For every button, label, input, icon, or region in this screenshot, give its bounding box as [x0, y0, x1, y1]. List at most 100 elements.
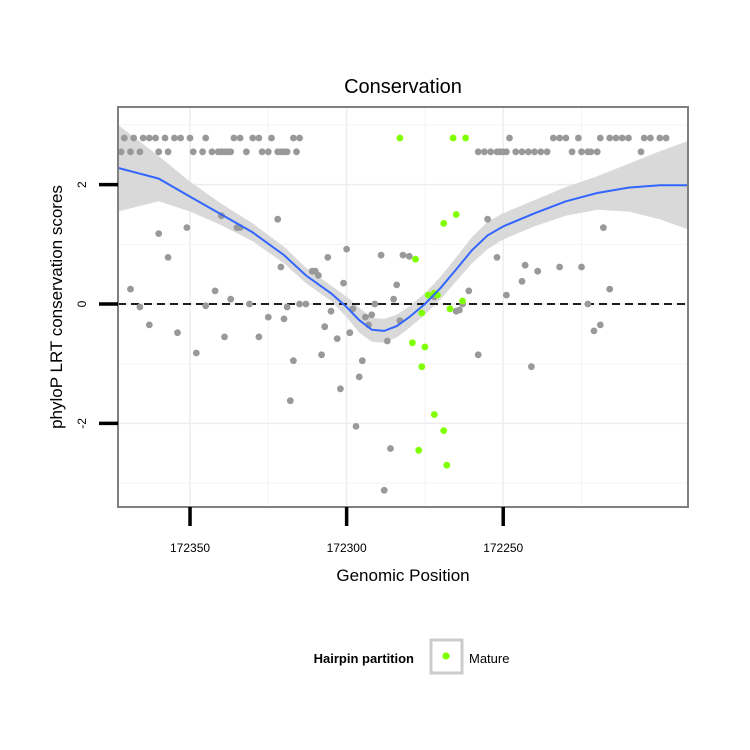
- data-point-mature: [462, 134, 469, 142]
- data-point-other: [117, 148, 125, 156]
- data-point-other: [324, 254, 332, 261]
- data-point-other: [139, 134, 147, 142]
- data-point-other: [208, 148, 216, 156]
- data-point-other: [302, 300, 310, 308]
- data-point-other: [371, 300, 379, 308]
- data-point-other: [155, 148, 163, 156]
- points-other: [117, 134, 670, 494]
- data-point-other: [327, 307, 335, 315]
- data-point-other: [503, 291, 510, 299]
- data-point-other: [640, 134, 648, 142]
- data-point-other: [255, 333, 263, 341]
- data-point-other: [358, 357, 366, 365]
- legend: Hairpin partition Mature: [314, 638, 509, 675]
- legend-label-mature: Mature: [469, 651, 509, 666]
- x-tick-label: 172300: [327, 541, 367, 555]
- data-point-other: [512, 148, 520, 156]
- data-point-mature: [415, 446, 423, 454]
- data-point-other: [405, 252, 413, 260]
- data-point-other: [474, 148, 482, 156]
- data-point-other: [578, 263, 585, 271]
- data-point-other: [383, 337, 391, 345]
- data-point-other: [264, 148, 272, 156]
- data-point-other: [596, 134, 604, 142]
- data-point-other: [280, 315, 288, 323]
- data-point-other: [618, 134, 626, 142]
- data-point-other: [246, 300, 253, 308]
- data-point-other: [647, 134, 654, 142]
- data-point-other: [340, 279, 347, 287]
- data-point-other: [600, 224, 607, 232]
- data-point-mature: [418, 363, 426, 371]
- data-point-other: [202, 134, 210, 142]
- data-point-other: [183, 224, 191, 232]
- data-point-other: [590, 327, 598, 335]
- data-point-other: [290, 357, 297, 365]
- data-point-other: [518, 277, 526, 285]
- data-point-other: [346, 329, 354, 337]
- data-point-other: [493, 254, 501, 261]
- data-point-other: [387, 445, 394, 452]
- data-point-other: [296, 134, 303, 142]
- data-point-other: [293, 148, 300, 156]
- data-point-other: [264, 313, 272, 321]
- data-point-other: [258, 148, 266, 156]
- data-point-other: [456, 306, 463, 314]
- data-point-mature: [440, 220, 448, 227]
- data-point-other: [211, 287, 219, 295]
- data-point-other: [186, 134, 194, 142]
- data-point-other: [321, 323, 329, 331]
- y-tick-label: 2: [75, 181, 89, 188]
- data-point-other: [474, 351, 482, 359]
- data-point-mature: [412, 255, 419, 263]
- data-point-other: [145, 134, 153, 142]
- data-point-other: [164, 148, 172, 156]
- x-axis-title: Genomic Position: [336, 566, 469, 585]
- chart-title: Conservation: [344, 76, 462, 98]
- data-point-other: [531, 148, 538, 156]
- data-point-other: [268, 134, 275, 142]
- data-point-other: [202, 302, 210, 310]
- x-tick-label: 172250: [483, 541, 523, 555]
- data-point-other: [164, 254, 172, 261]
- data-point-other: [377, 251, 385, 259]
- data-point-other: [596, 321, 604, 329]
- data-point-other: [283, 148, 291, 156]
- data-point-other: [243, 148, 250, 156]
- data-point-other: [189, 148, 197, 156]
- data-point-mature: [446, 305, 454, 313]
- plot-panel: [117, 106, 689, 508]
- data-point-mature: [396, 134, 404, 142]
- data-point-other: [227, 295, 235, 303]
- data-point-other: [283, 303, 291, 311]
- data-point-other: [333, 335, 341, 342]
- panel-border: [117, 106, 689, 508]
- data-point-other: [177, 134, 185, 142]
- data-point-other: [171, 134, 178, 142]
- data-point-other: [534, 267, 542, 275]
- data-point-mature: [409, 339, 416, 347]
- data-point-other: [625, 134, 632, 142]
- data-point-other: [524, 148, 532, 156]
- data-point-other: [355, 373, 363, 381]
- data-point-other: [528, 363, 535, 371]
- grid-lines: [118, 107, 688, 507]
- data-point-other: [556, 263, 563, 271]
- data-point-other: [221, 333, 228, 341]
- data-point-other: [662, 134, 670, 142]
- data-point-other: [145, 321, 153, 329]
- data-point-mature: [459, 297, 466, 305]
- data-point-other: [199, 148, 207, 156]
- data-point-other: [362, 313, 369, 321]
- data-point-other: [227, 148, 235, 156]
- data-point-other: [127, 285, 134, 293]
- data-point-other: [192, 349, 200, 357]
- data-point-mature: [449, 134, 457, 142]
- data-point-other: [518, 148, 526, 156]
- data-point-other: [487, 148, 495, 156]
- data-point-mature: [430, 411, 438, 418]
- data-point-other: [352, 423, 360, 430]
- data-point-mature: [452, 211, 460, 218]
- data-point-other: [286, 397, 294, 405]
